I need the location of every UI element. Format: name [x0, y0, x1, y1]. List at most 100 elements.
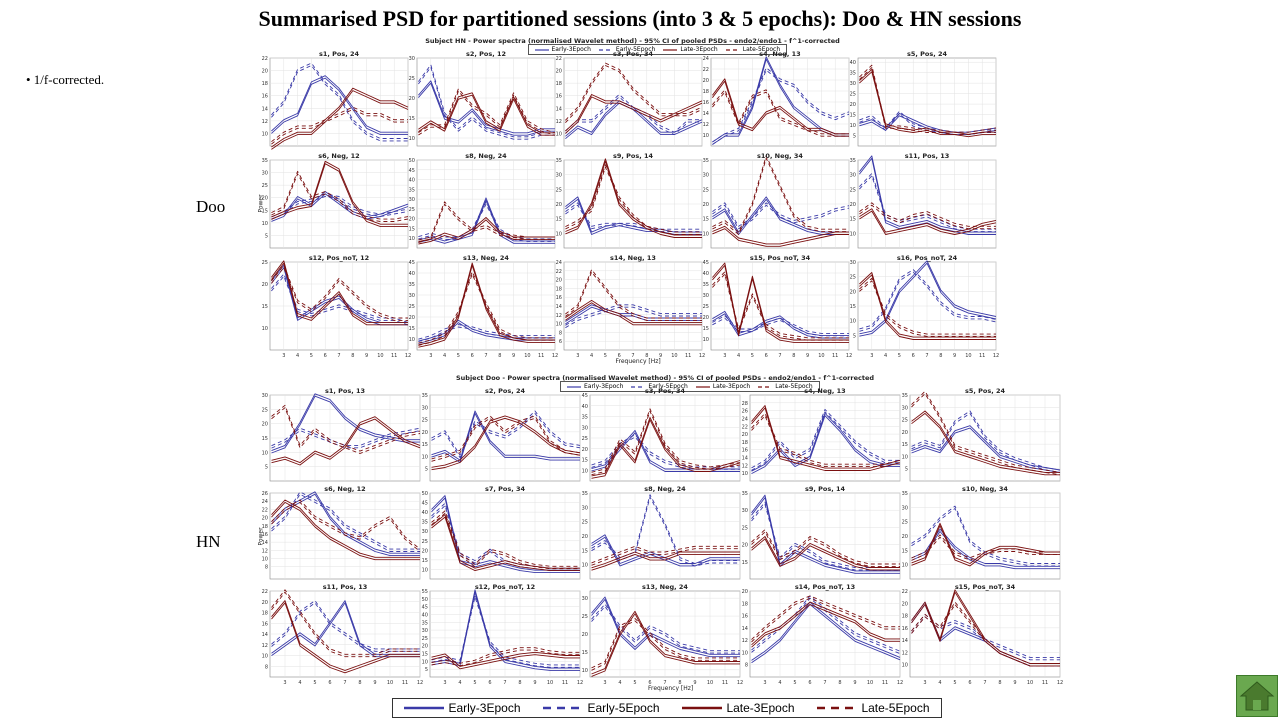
panel-title: s11, Pos, 13 — [904, 152, 950, 160]
y-tick-label: 30 — [422, 628, 428, 634]
psd-panel: 15 20 25 30 35 s9, Pos, 14 — [742, 485, 901, 589]
panel-title: s12, Pos_noT, 12 — [308, 254, 370, 262]
x-tick-label: 8 — [645, 353, 648, 359]
y-tick-label: 22 — [262, 56, 268, 62]
x-tick-label: 5 — [457, 353, 460, 359]
y-tick-label: 14 — [742, 626, 748, 632]
x-tick-label: 7 — [503, 680, 506, 686]
y-tick-label: 10 — [582, 468, 588, 474]
y-tick-label: 30 — [850, 260, 856, 266]
x-tick-label: 7 — [925, 353, 928, 359]
series-line — [271, 160, 408, 225]
series-line — [859, 277, 996, 335]
y-tick-label: 18 — [742, 601, 748, 607]
y-tick-label: 12 — [742, 463, 748, 469]
x-tick-label: 8 — [998, 680, 1001, 686]
y-tick-label: 35 — [262, 158, 268, 164]
x-tick-label: 6 — [808, 680, 811, 686]
y-tick-label: 6 — [559, 339, 562, 345]
y-tick-label: 20 — [902, 601, 908, 607]
series-line — [271, 427, 421, 447]
series-line — [431, 512, 580, 570]
panel-title: s14, Pos_noT, 13 — [794, 583, 856, 591]
series-line — [418, 90, 556, 136]
home-button[interactable] — [1236, 675, 1278, 717]
y-tick-label: 30 — [902, 405, 908, 411]
series-line — [418, 264, 555, 348]
x-tick-label: 12 — [1057, 680, 1063, 686]
grid-legend: Early-3Epoch Early-5Epoch Late-3Epoch Late-… — [560, 381, 820, 392]
x-tick-label: 3 — [723, 353, 726, 359]
y-tick-label: 20 — [262, 516, 268, 522]
grid-legend: Early-3Epoch Early-5Epoch Late-3Epoch Late-… — [527, 44, 788, 55]
series-line — [751, 408, 900, 469]
series-line — [591, 613, 740, 677]
panel-plot: 8 10 12 14 16 18 20 3 4 5 6 7 8 9 10 11 12 — [742, 589, 904, 686]
y-tick-label: 18 — [556, 81, 562, 87]
series-line — [911, 589, 1060, 664]
x-tick-label: 6 — [328, 680, 331, 686]
panel-title: s2, Pos, 12 — [466, 50, 506, 58]
panel-plot: 10 15 20 25 30 35 40 45 50 — [422, 491, 581, 580]
y-tick-label: 30 — [582, 425, 588, 431]
x-tick-label: 3 — [282, 353, 285, 359]
series-line — [565, 204, 702, 233]
series-line — [271, 267, 408, 321]
series-line — [271, 591, 420, 658]
panel-title: s15, Pos_noT, 34 — [749, 254, 811, 262]
series-line — [418, 80, 555, 134]
panel-plot: 8 10 12 14 16 18 20 22 3 4 5 6 7 8 9 10 11 12 — [262, 589, 424, 686]
y-tick-label: 22 — [262, 507, 268, 513]
psd-panel: 5 10 15 20 25 30 3 4 5 6 7 8 9 10 11 12 s16, Pos_noT, 24 — [850, 254, 1000, 360]
series-line — [418, 201, 555, 241]
series-line — [431, 412, 581, 459]
y-tick-label: 16 — [703, 100, 709, 106]
legend-entry: Late-3Epoch — [695, 383, 750, 390]
y-tick-label: 10 — [703, 337, 709, 343]
series-line — [565, 94, 703, 132]
series-line — [271, 501, 421, 552]
series-line — [712, 89, 849, 135]
panel-plot: 10 12 14 16 18 20 22 — [262, 56, 409, 150]
x-tick-label: 4 — [618, 680, 621, 686]
y-tick-label: 35 — [902, 393, 908, 399]
y-tick-label: 15 — [742, 560, 748, 566]
y-tick-label: 14 — [556, 106, 562, 112]
y-tick-label: 10 — [703, 231, 709, 237]
series-line — [911, 412, 1060, 476]
series-line — [418, 324, 555, 340]
x-tick-label: 3 — [923, 680, 926, 686]
x-tick-label: 6 — [648, 680, 651, 686]
y-tick-label: 15 — [850, 304, 856, 310]
y-tick-label: 15 — [703, 326, 709, 332]
y-tick-label: 28 — [742, 401, 748, 407]
x-tick-label: 9 — [1013, 680, 1016, 686]
y-tick-label: 20 — [409, 96, 415, 102]
legend-label: Early-5Epoch — [615, 46, 656, 53]
series-line — [271, 163, 408, 228]
series-line — [565, 160, 702, 238]
y-tick-label: 40 — [850, 60, 856, 66]
series-line — [418, 199, 555, 244]
x-tick-label: 4 — [737, 353, 740, 359]
x-tick-label: 9 — [953, 353, 956, 359]
psd-panel: 8 10 12 14 16 18 20 22 24 26 s6, Neg, 12 — [262, 485, 421, 589]
series-line — [565, 269, 702, 319]
y-tick-label: 35 — [742, 491, 748, 497]
series-line — [859, 280, 996, 337]
panel-plot: 10 15 20 25 30 35 40 45 — [582, 393, 741, 482]
y-tick-label: 20 — [582, 447, 588, 453]
y-tick-label: 26 — [742, 409, 748, 415]
psd-panel: 10 15 20 25 30 35 40 45 3 4 5 6 7 8 9 10 11 12 s15, Pos_no… — [703, 254, 853, 360]
x-tick-label: 3 — [603, 680, 606, 686]
y-tick-label: 45 — [422, 501, 428, 507]
panel-plot: 10 15 20 25 30 35 — [902, 491, 1061, 580]
series-line — [751, 604, 900, 648]
series-line — [431, 594, 580, 666]
grid-title: Subject Doo - Power spectra (normalised … — [455, 374, 874, 382]
panel-title: s7, Pos, 34 — [485, 485, 525, 493]
panel-title: s6, Neg, 12 — [318, 152, 360, 160]
